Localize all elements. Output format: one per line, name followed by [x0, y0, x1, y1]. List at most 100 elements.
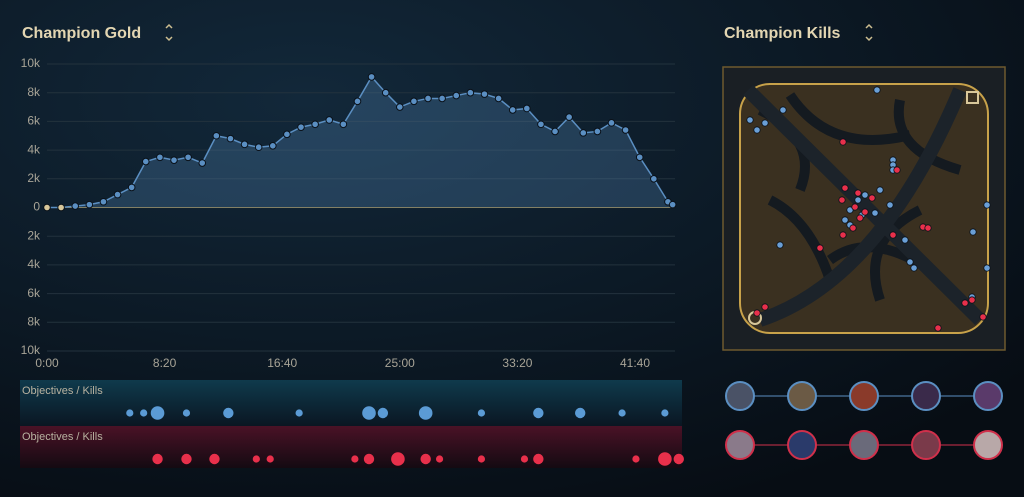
- y-tick-label: 4k: [27, 257, 41, 271]
- kill-dot: [839, 231, 847, 239]
- team-portraits: [725, 381, 1003, 460]
- gold-point: [537, 120, 545, 129]
- gold-point: [438, 94, 446, 103]
- objective-dot: [618, 409, 626, 417]
- kill-dot: [868, 194, 876, 202]
- kill-dot: [871, 209, 879, 217]
- kill-dot: [906, 258, 914, 266]
- portrait[interactable]: [911, 430, 941, 460]
- kill-dot: [753, 309, 761, 317]
- x-tick-label: 16:40: [267, 356, 297, 370]
- x-tick-label: 33:20: [502, 356, 532, 370]
- kill-dot: [761, 119, 769, 127]
- kill-dot: [961, 299, 969, 307]
- gold-point: [240, 140, 249, 149]
- gold-point: [85, 200, 94, 209]
- kill-dot: [779, 106, 787, 114]
- gold-point: [254, 143, 263, 152]
- portrait[interactable]: [849, 430, 879, 460]
- y-tick-label: 10k: [21, 343, 41, 357]
- gold-point: [367, 73, 376, 81]
- portrait[interactable]: [973, 430, 1003, 460]
- sort-icon[interactable]: [165, 23, 173, 42]
- objective-dot: [126, 409, 134, 417]
- objective-dot: [477, 455, 486, 463]
- gold-point: [99, 197, 108, 206]
- kill-dot: [849, 224, 857, 232]
- kill-dot: [854, 189, 862, 197]
- objective-dot: [533, 407, 544, 419]
- gold-point: [353, 97, 362, 106]
- objectives-label: Objectives / Kills: [22, 431, 103, 443]
- gold-point: [226, 134, 235, 143]
- objective-dot: [632, 455, 640, 463]
- kill-dot: [924, 224, 932, 232]
- portrait[interactable]: [911, 381, 941, 411]
- gold-point: [396, 103, 404, 111]
- objective-dot: [391, 452, 405, 466]
- gold-point: [410, 97, 418, 106]
- gold-point: [508, 106, 517, 114]
- y-tick-label: 6k: [27, 114, 41, 128]
- kill-dot: [886, 201, 894, 209]
- kill-dot: [761, 303, 769, 311]
- red-band: [20, 426, 682, 468]
- kill-dot: [969, 228, 977, 236]
- kill-dot: [861, 208, 869, 216]
- kill-dot: [889, 231, 897, 239]
- gold-title: Champion Gold: [22, 25, 141, 42]
- portrait[interactable]: [849, 381, 879, 411]
- kill-dot: [776, 241, 784, 249]
- kill-dot: [746, 116, 754, 124]
- y-tick-label: 6k: [27, 286, 41, 300]
- kills-title: Champion Kills: [724, 25, 841, 42]
- portrait[interactable]: [973, 381, 1003, 411]
- kill-dot: [841, 216, 849, 224]
- kill-dot: [901, 236, 909, 244]
- gold-point: [551, 127, 559, 136]
- gold-point: [494, 94, 503, 103]
- objective-dot: [181, 453, 192, 465]
- gold-point: [268, 141, 277, 150]
- kill-dot: [838, 196, 846, 204]
- kill-dot: [893, 166, 901, 174]
- objective-dot: [266, 455, 274, 463]
- kill-dot: [856, 214, 864, 222]
- kill-dot: [854, 196, 862, 204]
- portrait[interactable]: [725, 381, 755, 411]
- objective-dot: [150, 406, 165, 420]
- gold-point: [57, 203, 65, 212]
- kill-dot: [979, 313, 987, 321]
- x-tick-label: 41:40: [620, 356, 650, 370]
- kill-dot: [934, 324, 942, 332]
- kill-dot: [841, 184, 849, 192]
- objective-dot: [209, 453, 220, 465]
- kill-dot: [968, 296, 976, 304]
- objective-dot: [223, 407, 234, 419]
- gold-point: [170, 156, 178, 164]
- objective-dot: [140, 409, 148, 417]
- gold-point: [579, 129, 588, 137]
- y-tick-label: 8k: [27, 85, 41, 99]
- gold-point: [381, 88, 390, 97]
- y-tick-label: 10k: [21, 56, 41, 70]
- objective-dot: [533, 453, 544, 465]
- gold-point: [71, 202, 80, 210]
- y-tick-label: 4k: [27, 142, 41, 156]
- gold-point: [565, 113, 573, 121]
- portrait[interactable]: [787, 381, 817, 411]
- portrait[interactable]: [787, 430, 817, 460]
- objective-dot: [661, 409, 669, 417]
- objective-dot: [418, 406, 433, 420]
- y-tick-label: 2k: [27, 228, 41, 242]
- blue-band: [20, 380, 682, 426]
- gold-point: [668, 200, 677, 209]
- gold-line: [47, 75, 674, 209]
- gold-point: [452, 91, 461, 100]
- objective-dot: [252, 455, 260, 463]
- sort-icon[interactable]: [865, 23, 873, 42]
- kill-dot: [876, 186, 884, 194]
- portrait[interactable]: [725, 430, 755, 460]
- objective-dot: [658, 452, 672, 466]
